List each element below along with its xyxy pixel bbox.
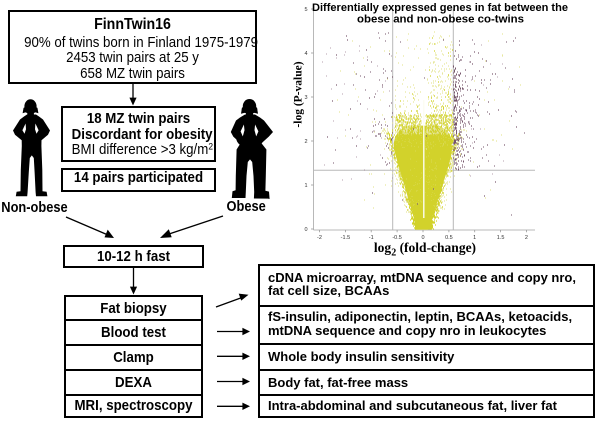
svg-text:-log (P-value): -log (P-value) (293, 61, 305, 127)
svg-text:1: 1 (473, 235, 476, 241)
svg-text:4: 4 (304, 51, 307, 57)
svg-text:3: 3 (304, 95, 307, 101)
svg-text:Differentially expressed genes: Differentially expressed genes in fat be… (312, 2, 568, 14)
svg-text:-2: -2 (317, 235, 322, 241)
svg-text:-1.5: -1.5 (341, 235, 350, 241)
svg-text:1.5: 1.5 (497, 235, 505, 241)
svg-text:5: 5 (304, 7, 307, 13)
svg-text:-0.5: -0.5 (392, 235, 401, 241)
svg-text:2: 2 (304, 139, 307, 145)
svg-text:0: 0 (421, 235, 424, 241)
svg-text:0.5: 0.5 (445, 235, 453, 241)
svg-text:0: 0 (304, 227, 307, 233)
svg-text:2: 2 (525, 235, 528, 241)
svg-text:-1: -1 (369, 235, 374, 241)
svg-text:obese and non-obese co-twins: obese and non-obese co-twins (357, 14, 524, 26)
svg-text:1: 1 (304, 183, 307, 189)
svg-text:log2 (fold-change): log2 (fold-change) (374, 240, 476, 259)
